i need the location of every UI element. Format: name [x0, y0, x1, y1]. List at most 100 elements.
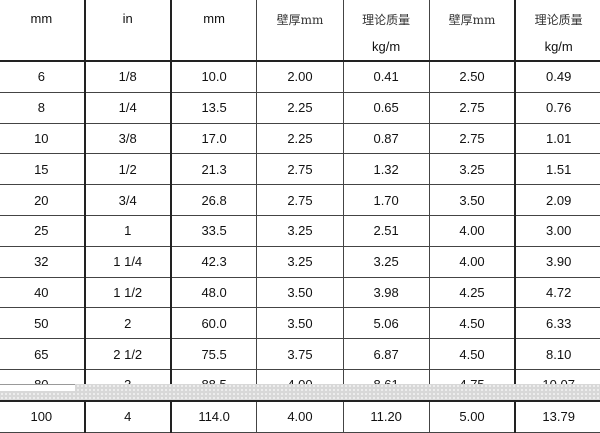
- header-cell: 理论质量 kg/m: [514, 0, 600, 62]
- table-cell: 2.25: [256, 91, 344, 124]
- image-noise-edge: [0, 384, 75, 391]
- table-cell: 1/2: [83, 153, 172, 186]
- table-cell: 11.20: [342, 399, 430, 433]
- header-label: 壁厚mm: [276, 13, 324, 27]
- table-cell: 6.87: [342, 338, 430, 370]
- table-row: 6 1/8 10.0 2.00 0.41 2.50 0.49: [0, 60, 600, 93]
- table-cell: 48.0: [169, 276, 258, 309]
- table-cell: 4.25: [428, 276, 516, 309]
- table-row: 65 2 1/2 75.5 3.75 6.87 4.50 8.10: [0, 338, 600, 370]
- table-cell: 5.00: [428, 399, 516, 433]
- table-cell: 40: [0, 276, 86, 309]
- table-cell: 3.00: [514, 214, 600, 247]
- table-cell: 5.06: [342, 307, 430, 340]
- table-cell: 33.5: [169, 214, 258, 247]
- header-cell: mm: [169, 0, 258, 62]
- table-cell: 2: [83, 307, 172, 340]
- header-row: mm in mm 壁厚mm 理论质量 kg/m 壁厚mm 理论质量 kg/m: [0, 0, 600, 62]
- table-cell: 2.25: [256, 122, 344, 155]
- table-cell: 15: [0, 153, 86, 186]
- table-cell: 3/8: [83, 122, 172, 155]
- image-noise-band: [0, 384, 600, 400]
- table-cell: 13.79: [514, 399, 600, 433]
- header-cell: in: [83, 0, 172, 62]
- table-cell: 4.50: [428, 338, 516, 370]
- table-cell: 0.49: [514, 60, 600, 93]
- table-cell: 100: [0, 399, 86, 433]
- header-unit: kg/m: [544, 39, 573, 54]
- table-cell: 3.25: [342, 245, 430, 278]
- table-row: 32 1 1/4 42.3 3.25 3.25 4.00 3.90: [0, 245, 600, 278]
- table-cell: 2.50: [428, 60, 516, 93]
- table-row: 100 4 114.0 4.00 11.20 5.00 13.79: [0, 399, 600, 433]
- table-cell: 8.10: [514, 338, 600, 370]
- table-cell: 3.90: [514, 245, 600, 278]
- table-row: 8 1/4 13.5 2.25 0.65 2.75 0.76: [0, 91, 600, 124]
- table-row: 20 3/4 26.8 2.75 1.70 3.50 2.09: [0, 184, 600, 216]
- header-label: mm: [30, 11, 53, 26]
- table-cell: 3.50: [256, 276, 344, 309]
- table-cell: 1.32: [342, 153, 430, 186]
- header-label: 理论质量: [362, 13, 411, 27]
- table-cell: 4.00: [428, 214, 516, 247]
- table-cell: 17.0: [169, 122, 258, 155]
- table-cell: 8: [0, 91, 86, 124]
- table-cell: 3.98: [342, 276, 430, 309]
- table-cell: 1.51: [514, 153, 600, 186]
- table-row: 25 1 33.5 3.25 2.51 4.00 3.00: [0, 214, 600, 247]
- table-cell: 0.65: [342, 91, 430, 124]
- table-cell: 3.25: [256, 214, 344, 247]
- header-unit: kg/m: [372, 39, 401, 54]
- table-cell: 114.0: [169, 399, 258, 433]
- header-label: mm: [203, 11, 225, 26]
- table-cell: 1.70: [342, 184, 430, 216]
- table-cell: 2.51: [342, 214, 430, 247]
- header-label: in: [122, 11, 133, 26]
- table-cell: 2.75: [256, 184, 344, 216]
- table-cell: 1/8: [83, 60, 172, 93]
- table-cell: 1 1/2: [83, 276, 172, 309]
- table-cell: 3.25: [256, 245, 344, 278]
- table-row: 40 1 1/2 48.0 3.50 3.98 4.25 4.72: [0, 276, 600, 309]
- table-row: 15 1/2 21.3 2.75 1.32 3.25 1.51: [0, 153, 600, 186]
- table-cell: 2.75: [428, 91, 516, 124]
- table-cell: 3.75: [256, 338, 344, 370]
- table-cell: 6: [0, 60, 86, 93]
- table-cell: 3.50: [428, 184, 516, 216]
- table-cell: 4.50: [428, 307, 516, 340]
- table-cell: 3.25: [428, 153, 516, 186]
- header-cell: mm: [0, 0, 86, 62]
- table-cell: 0.76: [514, 91, 600, 124]
- table-cell: 4.72: [514, 276, 600, 309]
- table-cell: 1/4: [83, 91, 172, 124]
- table-cell: 0.87: [342, 122, 430, 155]
- table-cell: 10.0: [169, 60, 258, 93]
- table-cell: 50: [0, 307, 86, 340]
- table-row: 10 3/8 17.0 2.25 0.87 2.75 1.01: [0, 122, 600, 155]
- table-cell: 4.00: [428, 245, 516, 278]
- table-cell: 26.8: [169, 184, 258, 216]
- header-cell: 壁厚mm: [428, 0, 516, 62]
- table-cell: 1: [83, 214, 172, 247]
- table-cell: 3.50: [256, 307, 344, 340]
- table-cell: 21.3: [169, 153, 258, 186]
- table-cell: 10: [0, 122, 86, 155]
- table-cell: 25: [0, 214, 86, 247]
- table-cell: 4: [83, 399, 172, 433]
- table-cell: 2.75: [428, 122, 516, 155]
- header-label: 理论质量: [534, 13, 583, 27]
- table-cell: 13.5: [169, 91, 258, 124]
- table-row: 50 2 60.0 3.50 5.06 4.50 6.33: [0, 307, 600, 340]
- table-cell: 0.41: [342, 60, 430, 93]
- table-cell: 75.5: [169, 338, 258, 370]
- table-cell: 2.75: [256, 153, 344, 186]
- table-cell: 2.00: [256, 60, 344, 93]
- table-cell: 2 1/2: [83, 338, 172, 370]
- table-cell: 2.09: [514, 184, 600, 216]
- header-cell: 理论质量 kg/m: [342, 0, 430, 62]
- table-cell: 6.33: [514, 307, 600, 340]
- table-cell: 3/4: [83, 184, 172, 216]
- table-cell: 42.3: [169, 245, 258, 278]
- header-cell: 壁厚mm: [256, 0, 344, 62]
